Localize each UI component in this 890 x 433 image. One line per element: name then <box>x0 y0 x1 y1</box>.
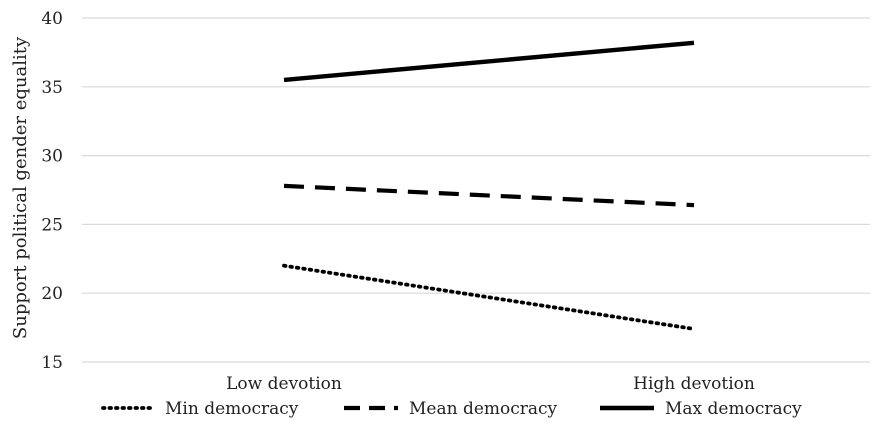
y-tick-label: 15 <box>41 353 63 373</box>
series-line-max-democracy <box>283 40 695 83</box>
y-axis-ticks: 15 20 25 30 35 40 <box>41 9 63 373</box>
legend-item: Min democracy <box>101 399 299 419</box>
y-axis-title: Support political gender equality <box>10 36 31 339</box>
x-axis-categories: Low devotion High devotion <box>226 374 755 394</box>
series-line-mean-democracy <box>283 183 695 208</box>
x-category-label: High devotion <box>633 374 755 394</box>
legend: Min democracy Mean democracy Max democracy <box>101 399 802 419</box>
y-tick-label: 30 <box>41 147 63 167</box>
legend-item: Mean democracy <box>344 399 558 419</box>
legend-label: Max democracy <box>665 399 802 419</box>
legend-item: Max democracy <box>600 399 802 419</box>
x-category-label: Low devotion <box>226 374 342 394</box>
y-tick-label: 35 <box>41 78 63 98</box>
legend-label: Mean democracy <box>409 399 558 419</box>
y-tick-label: 40 <box>41 9 63 29</box>
gridlines <box>82 17 870 363</box>
legend-label: Min democracy <box>165 399 299 419</box>
y-tick-label: 20 <box>41 284 63 304</box>
y-tick-label: 25 <box>41 215 63 235</box>
series-lines <box>282 40 696 331</box>
series-line-min-democracy <box>282 263 696 331</box>
